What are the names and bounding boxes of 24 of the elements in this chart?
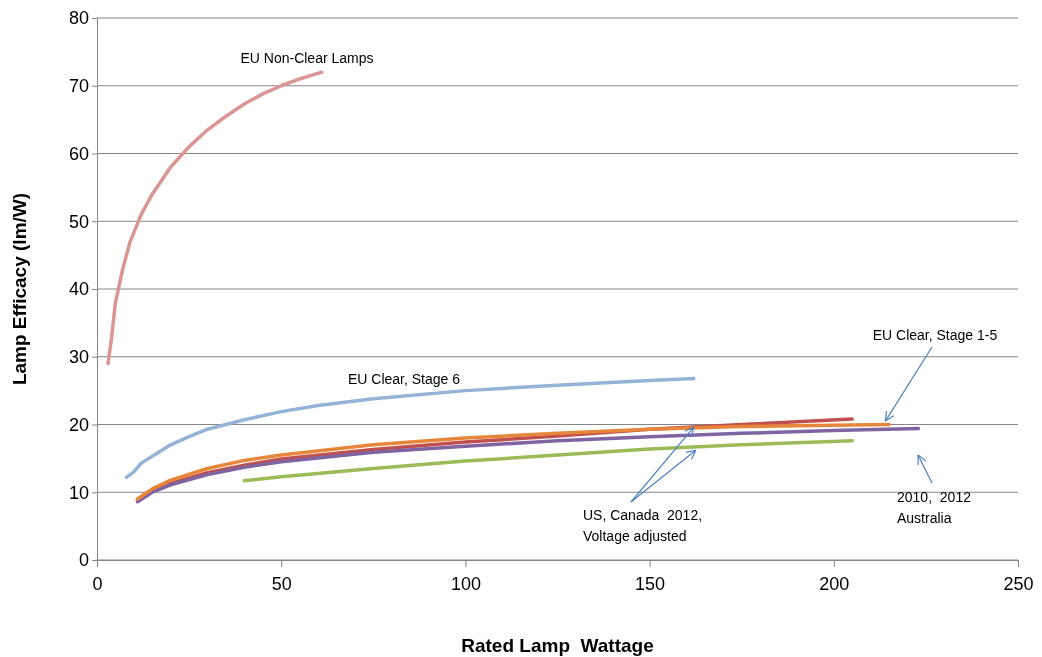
y-axis-title: Lamp Efficacy (lm/W) [9, 192, 30, 386]
annotation: EU Clear, Stage 1-5 [872, 327, 998, 343]
x-tick-label: 50 [271, 573, 292, 594]
annotation: EU Clear, Stage 6 [347, 371, 461, 387]
x-tick-label: 150 [635, 573, 666, 594]
y-tick-label: 20 [68, 414, 89, 435]
y-tick-label: 40 [68, 279, 89, 300]
annotation: US, Canada 2012, Voltage adjusted [583, 507, 703, 544]
x-axis-title: Rated Lamp Wattage [461, 635, 654, 656]
x-tick-label: 100 [450, 573, 481, 594]
y-tick-label: 80 [68, 8, 89, 29]
annotation: 2010, 2012 Australia [897, 489, 972, 526]
y-tick-label: 10 [68, 482, 89, 503]
y-tick-label: 30 [68, 347, 89, 368]
x-tick-label: 250 [1003, 573, 1034, 594]
y-tick-label: 60 [68, 143, 89, 164]
y-tick-label: 50 [68, 211, 89, 232]
x-tick-label: 200 [819, 573, 850, 594]
y-tick-label: 70 [68, 76, 89, 97]
y-tick-label: 0 [78, 550, 89, 571]
line-series [106, 70, 324, 366]
annotation: EU Non-Clear Lamps [240, 50, 374, 66]
x-tick-label: 0 [92, 573, 103, 594]
line-series [242, 439, 854, 483]
